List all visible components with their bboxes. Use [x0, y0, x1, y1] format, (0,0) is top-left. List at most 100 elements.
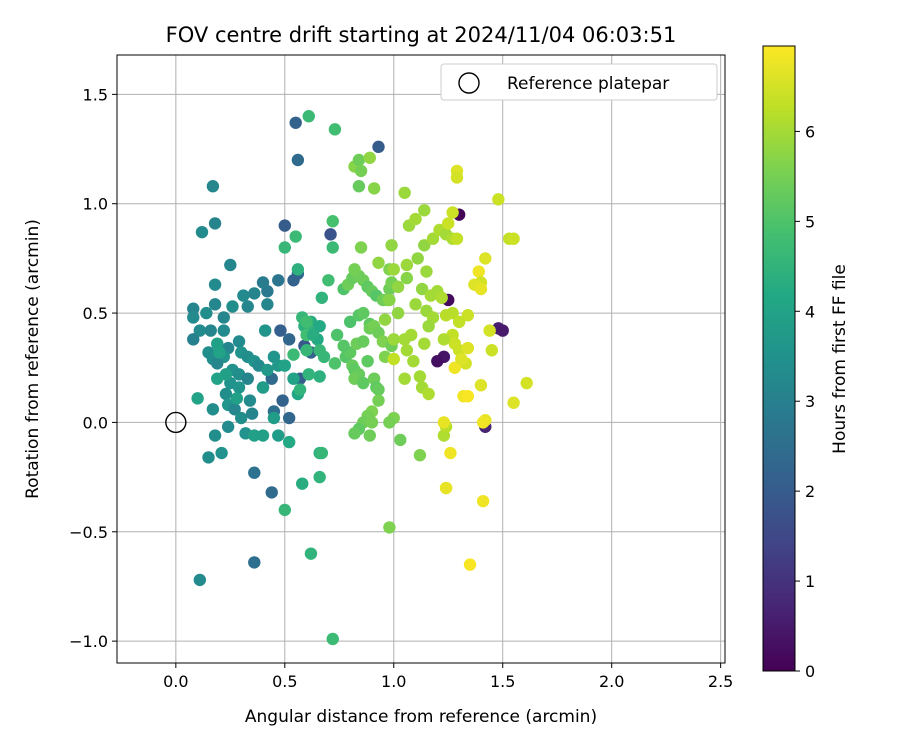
data-point — [354, 241, 368, 254]
data-point — [352, 180, 366, 193]
data-point — [361, 354, 374, 368]
data-point — [328, 123, 342, 136]
y-tick-label: 0.0 — [83, 413, 108, 432]
data-point — [352, 153, 366, 167]
data-point — [407, 354, 420, 368]
y-tick-label: 0.5 — [83, 304, 108, 323]
data-point — [476, 416, 490, 429]
plot-frame — [116, 54, 726, 664]
colorbar-tick-label: 0 — [805, 662, 815, 681]
data-point — [463, 558, 477, 571]
data-point — [315, 446, 329, 460]
data-point — [302, 368, 315, 381]
data-point — [278, 359, 291, 372]
colorbar-tick-label: 1 — [805, 572, 815, 591]
y-tick-label: 1.5 — [83, 85, 108, 104]
data-point — [324, 228, 337, 241]
data-point — [315, 291, 329, 304]
data-point — [398, 333, 411, 346]
data-point — [291, 153, 305, 167]
data-point — [348, 427, 361, 440]
data-point — [217, 311, 230, 324]
data-point — [450, 232, 464, 245]
reference-platepar-marker — [165, 411, 187, 434]
data-point — [420, 265, 433, 278]
data-point — [304, 547, 318, 560]
data-point — [372, 383, 385, 396]
data-point — [317, 350, 331, 364]
colorbar: 0 1 2 3 4 5 6 Hours from first FF file — [762, 45, 850, 681]
data-point — [448, 361, 461, 374]
data-point — [461, 341, 475, 355]
data-point — [439, 481, 453, 495]
data-point — [357, 335, 370, 348]
data-point — [326, 632, 339, 646]
data-point — [248, 556, 261, 569]
data-point — [300, 344, 313, 357]
data-point — [313, 370, 326, 383]
data-point — [221, 420, 235, 433]
x-tick-label: 1.5 — [490, 672, 515, 691]
colorbar-tick-label: 5 — [805, 212, 815, 231]
data-point — [300, 315, 313, 329]
data-point — [394, 433, 407, 447]
data-point — [187, 311, 200, 324]
data-point — [211, 372, 224, 385]
data-point — [507, 396, 520, 409]
data-point — [215, 446, 228, 460]
data-point — [326, 215, 339, 228]
data-point — [409, 298, 422, 311]
x-tick-label: 0.5 — [272, 672, 297, 691]
data-point — [372, 140, 385, 154]
data-point — [200, 306, 213, 320]
data-point — [272, 429, 285, 442]
data-point — [435, 291, 448, 304]
data-point — [287, 372, 300, 385]
data-point — [391, 306, 405, 320]
data-point — [418, 239, 431, 252]
data-point — [278, 219, 291, 232]
data-point — [418, 337, 431, 350]
data-point — [256, 276, 270, 289]
data-point — [391, 280, 405, 294]
data-point — [261, 298, 274, 311]
data-point — [282, 435, 296, 449]
legend-label: Reference platepar — [507, 74, 669, 94]
data-point — [193, 573, 207, 587]
x-tick-label: 0.0 — [163, 672, 188, 691]
data-point — [383, 293, 396, 307]
data-point — [217, 324, 230, 337]
data-point — [365, 416, 379, 429]
data-point — [187, 302, 200, 315]
data-point — [219, 387, 233, 401]
data-point — [343, 315, 357, 329]
data-point — [235, 411, 248, 425]
colorbar-label: Hours from first FF file — [830, 264, 850, 454]
data-point — [409, 212, 422, 226]
y-tick-label: −0.5 — [69, 523, 108, 542]
x-tick-label: 2.5 — [708, 672, 733, 691]
data-point — [363, 429, 376, 442]
data-point — [446, 206, 459, 219]
data-point — [224, 258, 237, 272]
data-point — [472, 265, 485, 278]
data-point — [248, 287, 261, 300]
data-point — [426, 232, 440, 245]
data-point — [282, 411, 296, 425]
data-point — [208, 217, 222, 230]
y-tick-label: −1.0 — [69, 632, 108, 651]
data-point — [232, 381, 246, 394]
data-point — [413, 449, 427, 462]
data-point — [282, 333, 296, 346]
data-point — [357, 306, 370, 320]
chart-title: FOV centre drift starting at 2024/11/04 … — [166, 23, 677, 47]
colorbar-tick-label: 4 — [805, 302, 815, 321]
x-tick-label: 2.0 — [599, 672, 624, 691]
data-point — [276, 394, 289, 407]
legend: Reference platepar — [440, 63, 718, 101]
data-point — [241, 372, 254, 385]
data-point — [296, 477, 309, 490]
data-point — [354, 164, 368, 178]
